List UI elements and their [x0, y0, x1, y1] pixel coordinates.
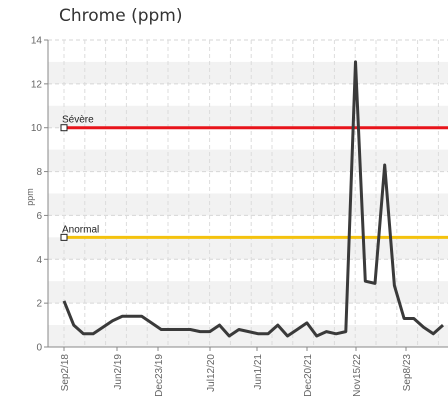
plot-band	[48, 281, 448, 304]
x-tick-label: Jul12/20	[206, 354, 217, 392]
chart-title: Chrome (ppm)	[59, 6, 183, 26]
threshold-marker	[60, 233, 68, 241]
y-tick-label: 4	[36, 255, 42, 266]
x-tick-label: Jun2/19	[113, 354, 124, 390]
plot-band	[48, 149, 448, 172]
x-tick-label: Sep2/18	[60, 354, 71, 392]
plot-band	[48, 193, 448, 216]
threshold-label: Sévère	[62, 115, 94, 126]
y-tick-label: 14	[31, 36, 43, 47]
x-tick-label: Nov15/22	[352, 354, 363, 397]
y-axis-label: ppm	[25, 188, 35, 206]
plot-band	[48, 105, 448, 128]
x-tick-label: Dec20/21	[303, 354, 314, 397]
y-tick-labels: 0 2 4 6 8 10 12 14	[31, 36, 43, 354]
x-tick-label: Dec23/19	[154, 354, 165, 397]
y-tick-label: 6	[36, 211, 42, 222]
x-tick-labels: Sep2/18 Jun2/19 Dec23/19 Jul12/20 Jun1/21 Dec…	[60, 354, 413, 397]
series-line	[62, 60, 445, 338]
grid-lines	[48, 39, 448, 347]
y-tick-label: 2	[36, 299, 42, 310]
plot-band	[48, 61, 448, 84]
plot-band	[48, 325, 448, 347]
plot-band	[48, 237, 448, 260]
data-series	[62, 60, 445, 338]
threshold-lines: Sévère Anormal	[60, 115, 448, 241]
y-tick-label: 8	[36, 167, 42, 178]
axes	[44, 39, 448, 351]
y-tick-label: 12	[31, 79, 43, 90]
threshold-label: Anormal	[62, 224, 99, 235]
threshold-marker	[60, 124, 68, 132]
plot-bands	[48, 61, 448, 347]
x-tick-label: Sep8/23	[402, 354, 413, 392]
y-tick-label: 10	[31, 123, 43, 134]
y-tick-label: 0	[36, 343, 42, 354]
x-tick-label: Jun1/21	[253, 354, 264, 390]
